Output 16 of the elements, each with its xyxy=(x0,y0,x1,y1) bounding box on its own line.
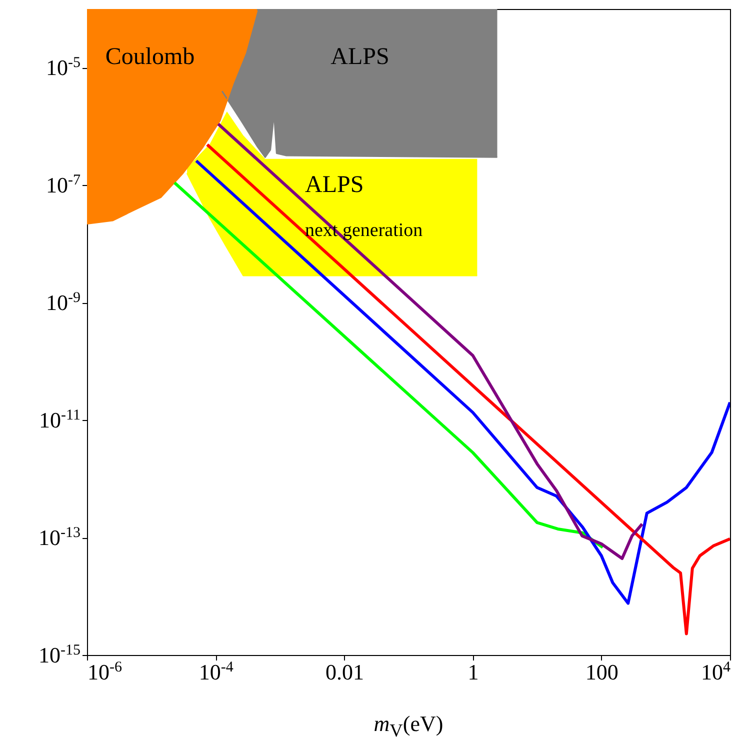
x-tick-label: 0.01 xyxy=(325,660,364,684)
annotation: ALPS xyxy=(330,44,390,70)
x-tick-label: 10$^{4}$ xyxy=(701,660,731,684)
annotation: Coulomb xyxy=(105,44,195,70)
y-tick-label: 10$^{-13}$ xyxy=(38,525,80,550)
x-axis-title: m$_{V}$(eV) xyxy=(372,711,444,742)
y-tick-label: 10$^{-5}$ xyxy=(46,55,80,80)
x-tick-label: 1 xyxy=(468,660,479,684)
y-tick-label: 10$^{-11}$ xyxy=(39,408,80,433)
x-tick-label: 100 xyxy=(585,660,618,684)
y-tick-label: 10$^{-9}$ xyxy=(46,290,80,316)
x-tick-label: 10$^{-4}$ xyxy=(198,660,234,684)
x-tick-label: 10$^{-6}$ xyxy=(88,660,122,684)
y-tick-label: 10$^{-7}$ xyxy=(46,172,81,198)
y-tick-label: 10$^{-15}$ xyxy=(38,642,80,668)
annotation: ALPS xyxy=(305,172,364,198)
